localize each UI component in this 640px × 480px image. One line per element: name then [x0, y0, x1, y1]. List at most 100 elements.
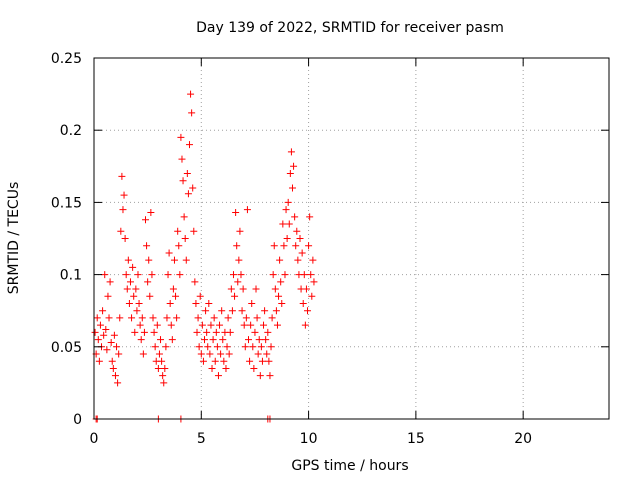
data-point: [120, 191, 128, 199]
data-point: [176, 271, 184, 279]
data-point: [190, 227, 198, 235]
data-point: [175, 242, 183, 250]
data-point: [279, 220, 287, 228]
data-point: [135, 299, 143, 307]
data-point: [107, 338, 115, 346]
x-axis-label: GPS time / hours: [291, 458, 408, 474]
data-point: [192, 299, 200, 307]
data-point: [110, 331, 118, 339]
data-point: [232, 209, 240, 217]
data-point: [128, 314, 136, 322]
data-point: [191, 278, 199, 286]
data-point: [284, 198, 292, 206]
data-point: [208, 364, 216, 372]
data-point: [130, 292, 138, 300]
data-point: [126, 278, 134, 286]
data-point: [245, 336, 252, 344]
data-point: [166, 299, 174, 307]
data-point: [301, 321, 309, 329]
data-point: [219, 336, 227, 344]
data-point: [163, 314, 171, 322]
data-point: [298, 249, 306, 257]
data-point: [281, 271, 289, 279]
data-point: [299, 299, 307, 307]
x-tick-label: 20: [514, 431, 532, 447]
data-point: [277, 278, 285, 286]
data-point: [131, 328, 139, 336]
data-point: [234, 278, 242, 286]
data-point: [173, 314, 181, 322]
data-point: [220, 357, 228, 365]
data-point: [198, 321, 206, 329]
data-point: [116, 314, 124, 322]
data-point: [140, 328, 148, 336]
data-point: [134, 271, 142, 279]
data-point: [105, 314, 113, 322]
data-point: [305, 242, 313, 250]
data-point: [146, 292, 154, 300]
data-point: [206, 350, 214, 358]
data-point: [121, 235, 129, 242]
data-point: [231, 292, 239, 300]
gridlines: [94, 58, 609, 419]
data-point: [271, 285, 279, 293]
data-point: [237, 271, 245, 279]
data-point: [241, 343, 249, 351]
data-point: [265, 357, 273, 365]
data-point: [243, 206, 251, 214]
data-point: [270, 242, 278, 250]
data-point: [223, 343, 231, 351]
data-point: [139, 350, 147, 358]
data-point: [252, 285, 260, 293]
data-point: [283, 235, 291, 242]
data-point: [117, 227, 125, 235]
data-point: [99, 307, 107, 315]
data-point: [286, 170, 294, 178]
data-point: [235, 256, 243, 264]
data-point: [160, 379, 168, 387]
data-point: [185, 141, 193, 149]
data-point: [267, 343, 275, 351]
y-tick-label: 0.05: [51, 340, 82, 356]
data-point: [262, 336, 270, 344]
x-tick-label: 5: [197, 431, 206, 447]
data-point: [138, 314, 146, 322]
data-point: [124, 256, 132, 264]
data-point: [164, 271, 172, 279]
data-point: [123, 285, 131, 293]
data-point: [269, 271, 277, 279]
data-point: [181, 235, 189, 242]
data-point: [229, 271, 237, 279]
data-point: [242, 314, 250, 322]
y-tick-label: 0.1: [60, 268, 82, 284]
data-point: [238, 307, 246, 315]
data-point: [180, 213, 188, 221]
data-point: [147, 209, 155, 217]
data-point: [310, 278, 318, 286]
data-point: [151, 343, 159, 351]
data-point: [108, 357, 116, 365]
data-point: [248, 299, 256, 307]
data-point: [307, 271, 315, 279]
data-point: [136, 321, 144, 329]
data-point: [144, 278, 152, 286]
data-point: [100, 331, 108, 339]
data-point: [222, 364, 230, 372]
data-point: [214, 372, 222, 380]
data-point: [137, 336, 145, 344]
data-point: [113, 343, 121, 351]
data-point: [290, 162, 298, 170]
data-point: [218, 307, 226, 315]
data-point: [194, 314, 202, 322]
data-point: [210, 314, 218, 322]
data-point: [178, 155, 186, 163]
data-point: [254, 350, 262, 358]
data-point: [285, 220, 293, 228]
data-point: [302, 285, 310, 293]
data-point: [261, 307, 269, 315]
data-point: [129, 263, 137, 271]
data-point: [266, 372, 274, 380]
data-point: [288, 184, 296, 192]
data-point: [247, 321, 255, 329]
data-point: [199, 357, 207, 365]
